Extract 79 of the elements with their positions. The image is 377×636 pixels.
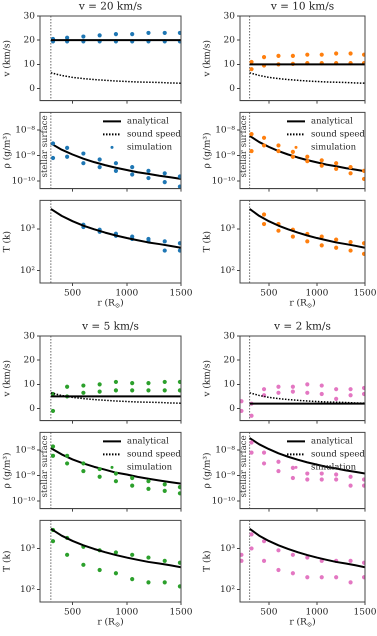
y-tick-label: 10⁻¹⁰	[12, 496, 36, 506]
x-tick-label: 500	[64, 288, 82, 299]
y-tick-label: 10⁻¹⁰	[12, 176, 36, 186]
legend-label: simulation	[127, 462, 173, 473]
ref-line-label: stellar surface	[238, 115, 249, 178]
ref-line-label: stellar surface	[238, 435, 249, 498]
x-tick-label: 1000	[115, 288, 138, 299]
y-tick-label: 10	[224, 380, 236, 390]
y-axis-title: T (k)	[2, 550, 12, 572]
y-axis-title: T (k)	[202, 550, 212, 572]
legend-label: sound speed	[311, 450, 366, 460]
y-tick-label: 10⁻⁹	[215, 150, 236, 161]
y-axis-title: ρ (g/m³)	[202, 132, 212, 169]
y-tick-label: 10⁻⁹	[15, 470, 36, 481]
legend-label: analytical	[127, 436, 170, 447]
chart-title: v = 2 km/s	[273, 320, 331, 333]
legend-label: sound speed	[127, 130, 182, 140]
y-tick-label: 0	[29, 404, 36, 414]
legend-label: analytical	[127, 116, 170, 127]
y-tick-label: 10	[224, 60, 236, 70]
y-tick-label: 10⁻¹⁰	[212, 496, 236, 506]
y-tick-label: 10²	[220, 266, 236, 276]
legend-label: sound speed	[127, 450, 182, 460]
x-tick-label: 1000	[115, 608, 138, 618]
y-tick-label: 20	[224, 36, 236, 46]
legend-label: analytical	[311, 116, 354, 127]
y-axis-title: ρ (g/m³)	[2, 132, 12, 169]
y-tick-label: 10⁻⁸	[215, 126, 236, 136]
legend-label: analytical	[311, 436, 354, 447]
x-tick-label: 500	[260, 608, 278, 618]
y-tick-label: 20	[24, 36, 36, 46]
y-tick-label: 10⁻⁹	[15, 150, 36, 161]
x-tick-label: 1500	[170, 608, 193, 618]
y-tick-label: 10⁻⁸	[15, 126, 36, 136]
y-tick-label: 10⁻⁸	[215, 446, 236, 456]
x-tick-label: 1000	[305, 288, 329, 299]
y-tick-label: 10²	[20, 584, 36, 595]
y-tick-label: 20	[224, 356, 236, 366]
y-axis-title: ρ (g/m³)	[2, 452, 12, 489]
y-tick-label: 20	[24, 356, 36, 366]
y-tick-label: 10²	[220, 584, 236, 595]
y-axis-title: v (km/s)	[2, 360, 12, 398]
x-tick-label: 500	[64, 608, 82, 618]
x-tick-label: 500	[260, 288, 278, 299]
x-tick-label: 1500	[354, 608, 377, 618]
y-tick-label: 30	[224, 11, 236, 22]
y-axis-title: T (k)	[2, 231, 12, 252]
chart-title: v = 5 km/s	[81, 320, 139, 333]
y-tick-label: 0	[229, 404, 236, 414]
chart-title: v = 20 km/s	[78, 0, 142, 13]
chart-title: v = 10 km/s	[270, 0, 334, 13]
y-axis-title: v (km/s)	[2, 40, 12, 78]
y-tick-label: 10⁻⁸	[15, 446, 36, 456]
y-tick-label: 10	[24, 60, 36, 70]
y-tick-label: 10⁻⁹	[215, 470, 236, 481]
x-tick-label: 1500	[354, 288, 377, 299]
ref-line-label: stellar surface	[40, 115, 50, 178]
y-tick-label: 10³	[220, 544, 236, 554]
y-tick-label: 0	[29, 84, 36, 94]
x-tick-label: 1500	[170, 288, 193, 299]
ref-line-label: stellar surface	[40, 435, 50, 498]
y-tick-label: 10²	[20, 266, 36, 276]
y-tick-label: 10³	[20, 224, 36, 234]
y-axis-title: T (k)	[202, 231, 212, 252]
y-tick-label: 10³	[20, 544, 36, 554]
y-axis-title: v (km/s)	[202, 360, 212, 398]
legend-label: simulation	[311, 142, 357, 153]
legend-label: sound speed	[311, 130, 366, 140]
y-tick-label: 30	[24, 11, 36, 22]
y-tick-label: 10	[24, 380, 36, 390]
x-tick-label: 1000	[305, 608, 329, 618]
y-tick-label: 10⁻¹⁰	[212, 176, 236, 186]
y-tick-label: 30	[24, 331, 36, 342]
y-axis-title: ρ (g/m³)	[202, 452, 212, 489]
y-tick-label: 30	[224, 331, 236, 342]
y-tick-label: 0	[229, 84, 236, 94]
y-axis-title: v (km/s)	[202, 40, 212, 78]
y-tick-label: 10³	[220, 224, 236, 234]
legend-label: simulation	[127, 142, 173, 153]
